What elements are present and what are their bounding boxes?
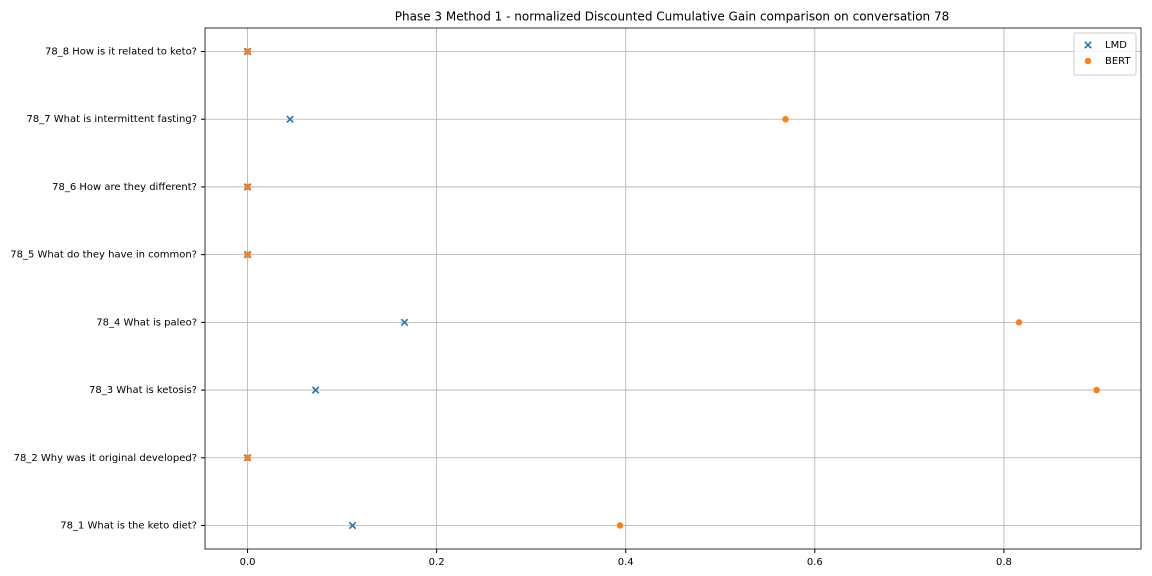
point — [782, 116, 789, 123]
legend-label: LMD — [1105, 40, 1127, 51]
y-tick-label: 78_6 How are they different? — [52, 182, 197, 193]
x-tick-label: 0.4 — [618, 557, 634, 568]
x-tick-label: 0.0 — [240, 557, 256, 568]
y-tick-label: 78_1 What is the keto diet? — [60, 521, 197, 532]
legend-label: BERT — [1105, 56, 1131, 67]
point — [616, 522, 624, 529]
chart-title: Phase 3 Method 1 - normalized Discounted… — [395, 10, 950, 24]
point — [244, 251, 251, 258]
point — [244, 48, 251, 55]
point — [1015, 319, 1023, 326]
x-tick-label: 0.6 — [807, 557, 823, 568]
y-tick-label: 78_3 What is ketosis? — [89, 385, 197, 396]
y-tick-label: 78_8 How is it related to keto? — [45, 47, 197, 58]
x-tick-label: 0.8 — [996, 557, 1012, 568]
point — [286, 115, 294, 123]
plot-frame — [204, 27, 1142, 550]
y-tick-label: 78_7 What is intermittent fasting? — [26, 114, 197, 125]
point — [244, 183, 251, 191]
y-tick-label: 78_4 What is paleo? — [96, 317, 197, 328]
point — [1084, 57, 1092, 65]
y-tick-label: 78_5 What do they have in common? — [10, 250, 197, 261]
point — [1084, 41, 1092, 49]
point — [244, 454, 251, 461]
point — [400, 318, 409, 327]
point — [1093, 386, 1100, 394]
x-tick-label: 0.2 — [429, 557, 445, 568]
point — [311, 386, 320, 394]
point — [348, 521, 357, 530]
y-tick-label: 78_2 Why was it original developed? — [14, 453, 197, 464]
